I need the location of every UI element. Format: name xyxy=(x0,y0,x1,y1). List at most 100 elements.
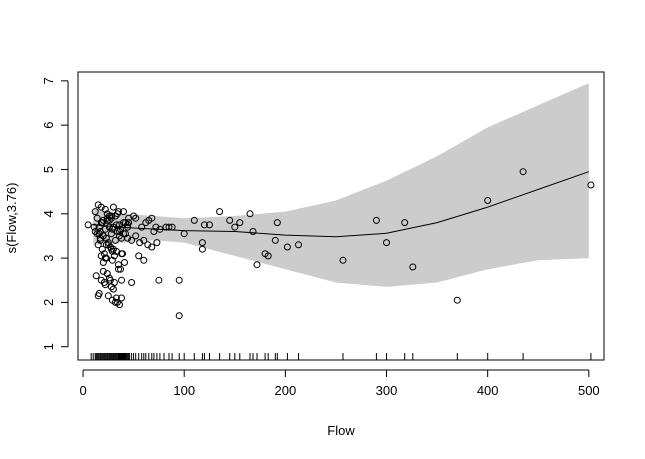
data-point xyxy=(190,216,198,224)
plot-frame xyxy=(77,71,605,361)
x-tick-label: 400 xyxy=(477,383,499,398)
data-point xyxy=(117,265,124,273)
data-point xyxy=(587,181,595,189)
data-point xyxy=(103,214,111,222)
data-point xyxy=(231,223,239,231)
data-point xyxy=(246,210,254,218)
data-point xyxy=(107,245,115,253)
x-tick-label: 500 xyxy=(578,383,600,398)
data-point xyxy=(273,219,281,227)
data-point xyxy=(122,230,129,238)
rug-layer xyxy=(90,353,592,360)
data-point xyxy=(108,296,116,304)
data-point xyxy=(401,219,409,227)
data-point xyxy=(118,276,125,284)
data-point xyxy=(99,216,107,224)
y-tick-label: 5 xyxy=(41,166,56,173)
data-point xyxy=(484,197,492,204)
data-point xyxy=(97,252,105,260)
data-point xyxy=(155,276,163,284)
data-point xyxy=(198,239,206,247)
data-point xyxy=(253,261,261,269)
data-point xyxy=(105,212,113,220)
data-point xyxy=(103,210,111,218)
data-point xyxy=(113,210,121,218)
data-point xyxy=(120,208,127,216)
y-tick-label: 1 xyxy=(41,343,56,350)
data-point xyxy=(97,203,105,211)
y-axis-label: s(Flow,3.76) xyxy=(4,183,19,254)
data-point xyxy=(122,219,129,227)
data-point xyxy=(175,312,183,320)
data-point xyxy=(453,296,461,304)
data-point xyxy=(115,261,122,269)
data-point xyxy=(110,252,118,260)
data-point xyxy=(206,221,213,229)
data-point xyxy=(136,239,144,247)
y-tick-label: 6 xyxy=(41,122,56,129)
data-point xyxy=(91,228,99,235)
y-tick-label: 7 xyxy=(41,77,56,84)
points-layer xyxy=(84,168,595,320)
x-tick-label: 0 xyxy=(79,383,86,398)
data-point xyxy=(102,241,110,249)
data-point xyxy=(148,214,156,222)
data-point xyxy=(116,232,123,240)
data-point xyxy=(93,214,101,222)
data-point xyxy=(110,279,118,286)
data-point xyxy=(101,205,109,213)
data-point xyxy=(283,243,291,251)
data-point xyxy=(409,263,417,271)
data-point xyxy=(152,223,160,231)
data-point xyxy=(111,236,119,244)
x-tick-label: 300 xyxy=(376,383,398,398)
y-tick-label: 3 xyxy=(41,254,56,261)
data-point xyxy=(216,208,224,216)
data-point xyxy=(142,219,150,227)
y-tick-label: 2 xyxy=(41,299,56,306)
smooth-line-layer xyxy=(93,171,589,238)
data-point xyxy=(115,265,122,273)
data-point xyxy=(249,228,257,235)
confidence-band xyxy=(93,83,589,287)
data-point xyxy=(295,241,302,249)
data-point xyxy=(107,230,115,238)
y-tick-label: 4 xyxy=(41,210,56,217)
data-point xyxy=(121,259,128,266)
data-point xyxy=(116,301,123,309)
data-point xyxy=(109,285,117,293)
data-point xyxy=(90,223,98,231)
data-point xyxy=(92,272,100,280)
data-point xyxy=(109,203,117,211)
data-point xyxy=(103,216,111,224)
data-point xyxy=(130,212,138,220)
data-point xyxy=(138,223,146,231)
data-point xyxy=(99,259,107,266)
data-point xyxy=(116,228,123,235)
data-point xyxy=(372,216,380,224)
data-point xyxy=(236,219,244,227)
data-point xyxy=(339,256,347,264)
data-point xyxy=(200,221,208,229)
data-point xyxy=(112,221,120,229)
data-point xyxy=(95,230,103,238)
data-point xyxy=(94,292,102,300)
data-point xyxy=(98,245,106,253)
data-point xyxy=(99,267,107,275)
x-tick-label: 100 xyxy=(173,383,195,398)
data-point xyxy=(94,241,102,249)
data-point xyxy=(118,250,125,258)
data-point xyxy=(135,252,143,260)
x-axis: 0 100 200 300 400 500 xyxy=(79,369,600,398)
confidence-band-layer xyxy=(93,83,589,287)
data-point xyxy=(153,239,161,247)
data-point xyxy=(108,256,116,264)
data-point xyxy=(175,276,183,284)
data-point xyxy=(144,241,152,249)
smooth-line xyxy=(93,171,589,238)
data-point xyxy=(116,221,123,229)
data-point xyxy=(120,219,127,227)
data-point xyxy=(107,214,115,222)
data-point xyxy=(104,292,112,300)
